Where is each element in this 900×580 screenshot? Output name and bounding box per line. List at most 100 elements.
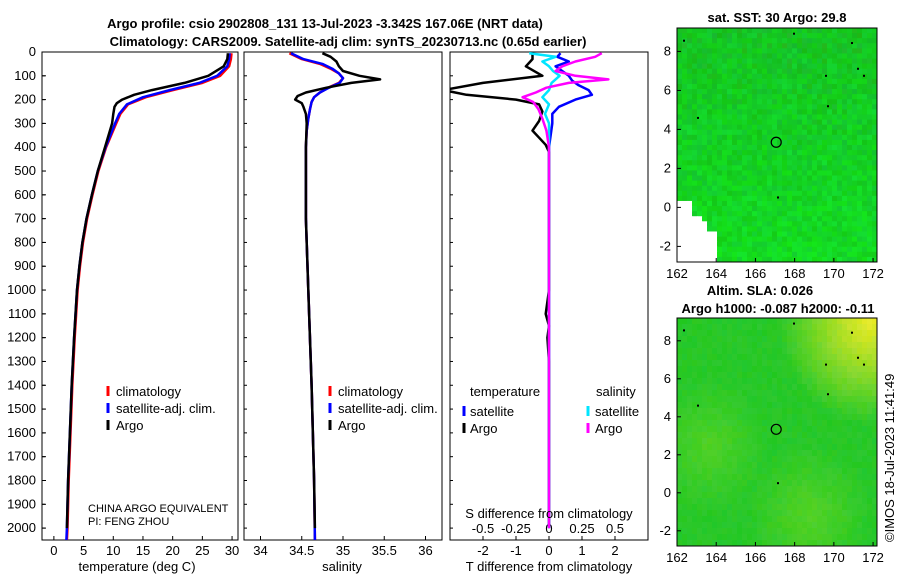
map-cell <box>742 480 748 487</box>
map-cell <box>822 504 828 511</box>
map-cell <box>727 63 733 70</box>
depth-tick-label: 500 <box>14 163 36 178</box>
map-cell <box>862 372 868 379</box>
map-cell <box>797 38 803 44</box>
map-cell <box>817 114 823 120</box>
map-cell <box>757 94 763 100</box>
map-cell <box>792 528 798 535</box>
difference-legend: temperature salinitysatelliteArgosatellit… <box>462 384 639 436</box>
map-cell <box>752 251 758 258</box>
map-cell <box>867 516 873 523</box>
map-cell <box>732 251 738 258</box>
map-cell <box>792 94 798 100</box>
map-cell <box>717 318 723 325</box>
map-cell <box>812 534 818 541</box>
map-cell <box>872 114 878 120</box>
map-cell <box>767 528 773 535</box>
map-cell <box>807 114 813 120</box>
map-cell <box>787 63 793 70</box>
map-cell <box>782 498 788 505</box>
map-cell <box>682 175 688 182</box>
map-cell <box>852 492 858 499</box>
map-cell <box>792 53 798 59</box>
map-cell <box>792 390 798 397</box>
map-cell <box>867 426 873 433</box>
map-cell <box>867 408 873 415</box>
map-cell <box>852 68 858 75</box>
map-cell <box>872 498 878 505</box>
map-cell <box>692 139 698 146</box>
map-cell <box>872 155 878 161</box>
map-cell <box>832 420 838 427</box>
map-cell <box>742 241 748 248</box>
map-cell <box>787 190 793 197</box>
map-cell <box>832 226 838 232</box>
map-cell <box>697 348 703 355</box>
map-cell <box>707 114 713 120</box>
map-cell <box>747 462 753 469</box>
map-cell <box>727 522 733 529</box>
map-cell <box>742 378 748 385</box>
map-cell <box>792 492 798 499</box>
map-cell <box>857 33 863 39</box>
temperature-lines <box>65 53 233 540</box>
map-cell <box>697 124 703 131</box>
map-cell <box>717 48 723 54</box>
map-cell <box>732 28 738 34</box>
map-cell <box>677 150 683 156</box>
map-cell <box>837 396 843 403</box>
map-cell <box>787 109 793 115</box>
map-cell <box>697 236 703 243</box>
map-cell <box>792 366 798 373</box>
map-cell <box>692 78 698 85</box>
map-cell <box>852 53 858 59</box>
map-cell <box>797 426 803 433</box>
map-cell <box>732 206 738 212</box>
map-cell <box>732 145 738 151</box>
map-cell <box>772 390 778 397</box>
map-cell <box>832 528 838 535</box>
map-cell <box>837 408 843 415</box>
map-cell <box>837 83 843 90</box>
map-cell <box>802 104 808 110</box>
depth-tick-label: 1500 <box>7 401 36 416</box>
map-cell <box>767 185 773 192</box>
map-cell <box>762 200 768 207</box>
map-cell <box>682 438 688 445</box>
map-cell <box>872 372 878 379</box>
map-cell <box>727 206 733 212</box>
map-cell <box>722 124 728 131</box>
map-cell <box>837 33 843 39</box>
map-cell <box>802 175 808 182</box>
map-cell <box>757 63 763 70</box>
map-cell <box>832 318 838 325</box>
map-cell <box>822 129 828 136</box>
map-cell <box>847 200 853 207</box>
map-cell <box>802 492 808 499</box>
map-cell <box>817 150 823 156</box>
depth-tick-label: 200 <box>14 92 36 107</box>
map-cell <box>867 414 873 421</box>
map-cell <box>832 366 838 373</box>
map-cell <box>682 450 688 457</box>
map-cell <box>802 498 808 505</box>
map-cell <box>857 498 863 505</box>
map-cell <box>717 480 723 487</box>
map-cell <box>797 226 803 232</box>
map-cell <box>687 139 693 146</box>
map-cell <box>697 58 703 65</box>
map-cell <box>722 330 728 337</box>
map-cell <box>752 414 758 421</box>
map-cell <box>717 438 723 445</box>
map-cell <box>752 28 758 34</box>
difference-panel: -2 -1 0 1 2 -0.5 -0.25 0 0.25 0.5 S difference f… <box>449 51 649 574</box>
map-cell <box>782 114 788 120</box>
map-cell <box>687 190 693 197</box>
map-cell <box>777 170 783 176</box>
map-cell <box>812 366 818 373</box>
map-cell <box>767 33 773 39</box>
map-cell <box>807 444 813 451</box>
map-cell <box>792 83 798 90</box>
map-cell <box>707 28 713 34</box>
map-cell <box>832 145 838 151</box>
